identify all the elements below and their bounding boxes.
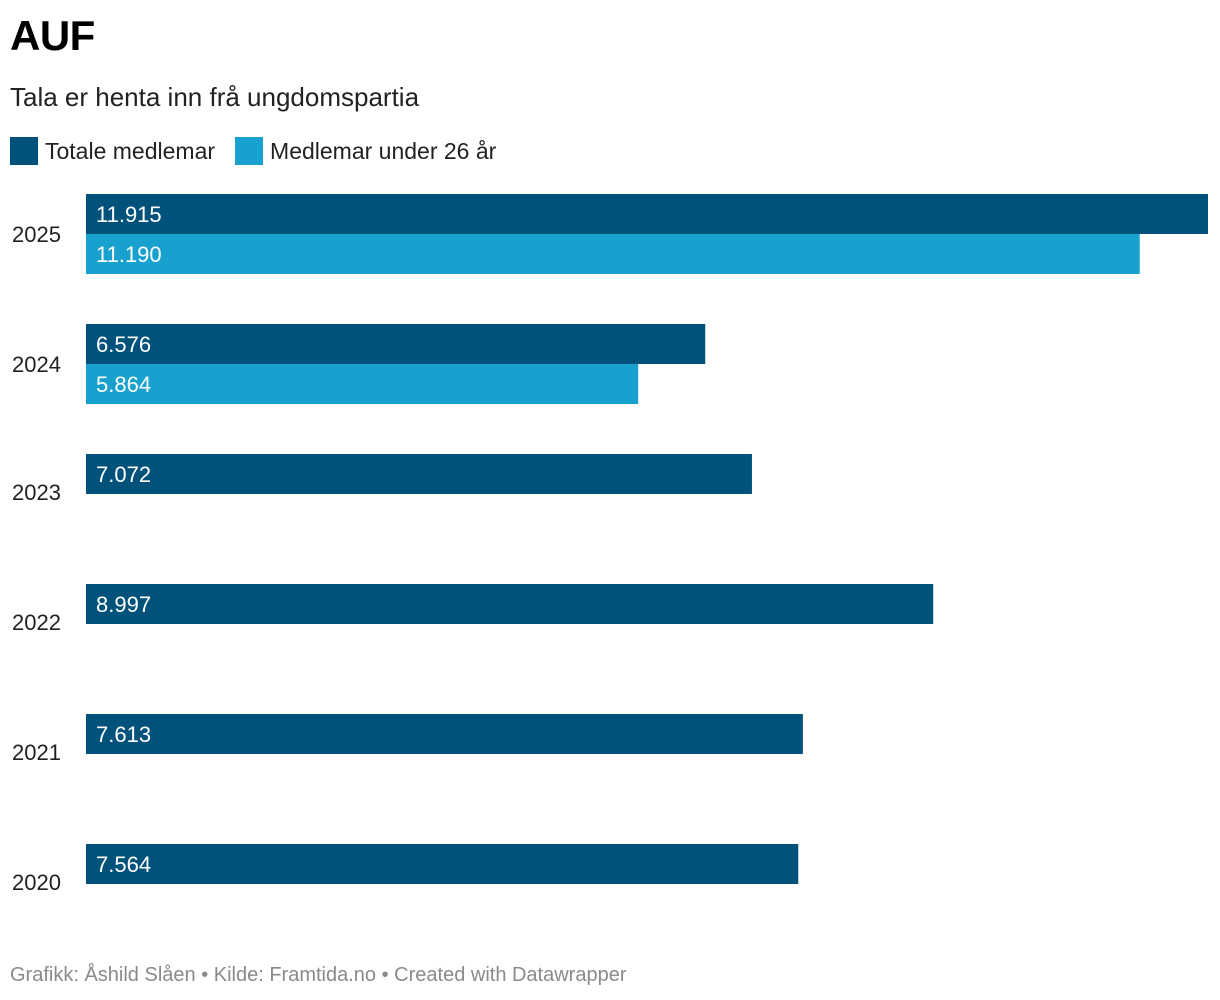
bar-2025-series-1 xyxy=(86,234,1140,274)
legend-swatch-total xyxy=(10,137,38,165)
bar-2025-series-0 xyxy=(86,194,1208,234)
category-label-2020: 2020 xyxy=(12,870,61,895)
category-label-2022: 2022 xyxy=(12,610,61,635)
bar-2020-series-0 xyxy=(86,844,799,884)
value-label-2024-series-0: 6.576 xyxy=(96,332,151,357)
legend-swatch-under26 xyxy=(235,137,264,165)
category-label-2021: 2021 xyxy=(12,740,61,765)
value-label-2022-series-0: 8.997 xyxy=(96,592,151,617)
value-label-2023-series-0: 7.072 xyxy=(96,462,151,487)
value-label-2025-series-1: 11.190 xyxy=(96,242,162,267)
legend: Totale medlemar Medlemar under 26 år xyxy=(10,137,516,165)
category-label-2024: 2024 xyxy=(12,352,61,377)
bar-2024-series-0 xyxy=(86,324,706,364)
legend-label-total: Totale medlemar xyxy=(45,137,216,164)
chart-title: AUF xyxy=(10,12,95,59)
legend-label-under26: Medlemar under 26 år xyxy=(270,137,497,164)
legend-item-total: Totale medlemar xyxy=(10,137,215,165)
chart-subtitle: Tala er henta inn frå ungdomspartia xyxy=(10,82,420,112)
bar-2022-series-0 xyxy=(86,584,934,624)
category-label-2025: 2025 xyxy=(12,222,61,247)
bar-2021-series-0 xyxy=(86,714,803,754)
value-label-2021-series-0: 7.613 xyxy=(96,722,151,747)
category-label-2023: 2023 xyxy=(12,480,61,505)
value-label-2024-series-1: 5.864 xyxy=(96,372,151,397)
value-label-2025-series-0: 11.915 xyxy=(96,202,162,227)
bar-2023-series-0 xyxy=(86,454,752,494)
legend-item-under26: Medlemar under 26 år xyxy=(235,137,496,165)
value-label-2020-series-0: 7.564 xyxy=(96,852,151,877)
footer-credits: Grafikk: Åshild Slåen • Kilde: Framtida.… xyxy=(10,964,627,986)
bar-2024-series-1 xyxy=(86,364,639,404)
